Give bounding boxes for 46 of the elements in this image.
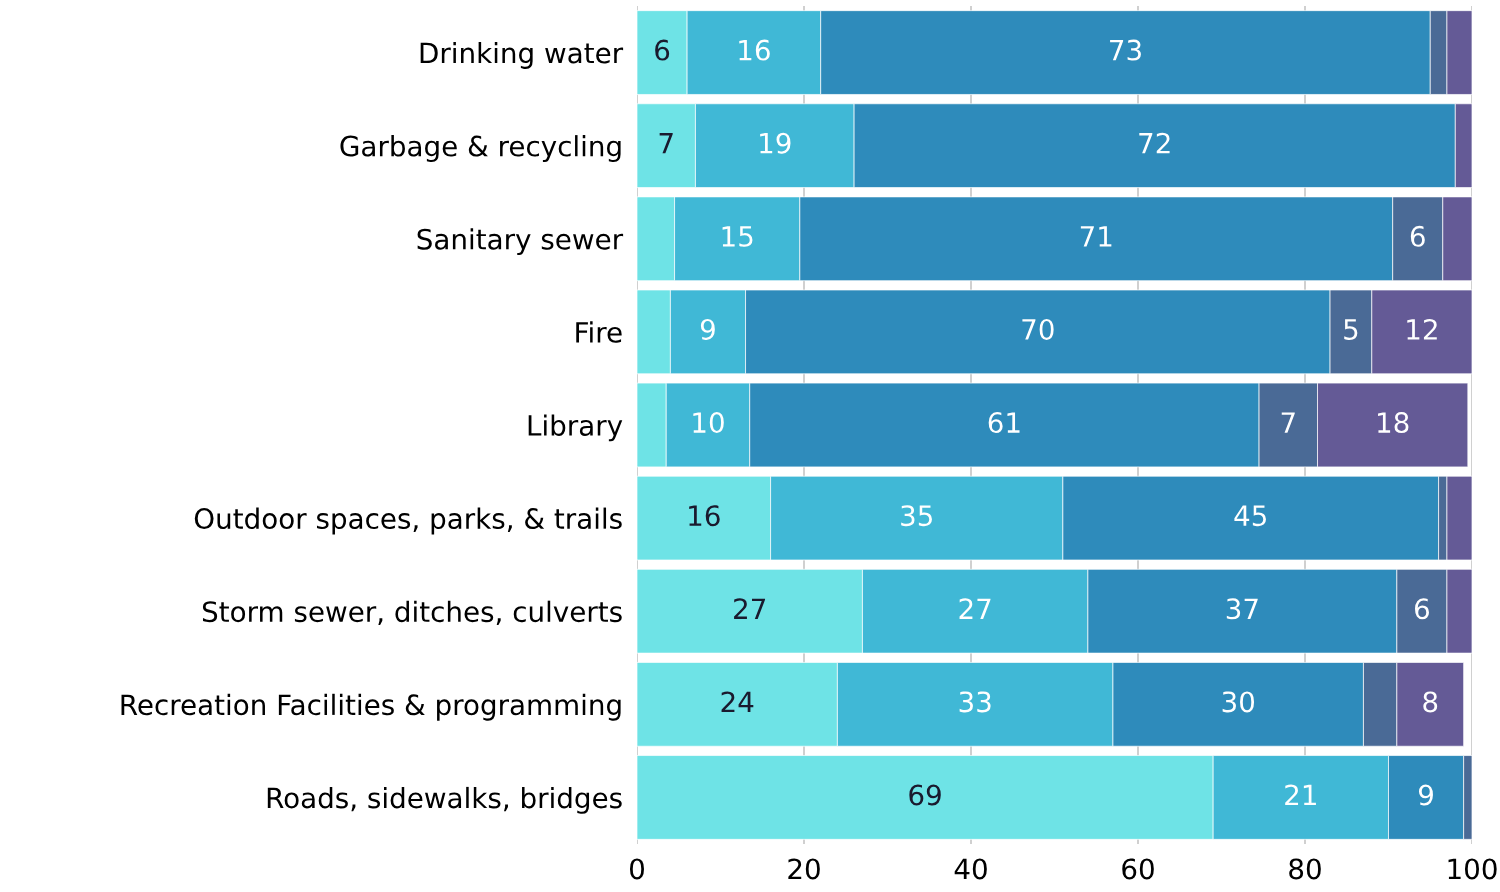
data-label: 69 [909, 784, 941, 806]
data-label: 21 [1285, 784, 1316, 806]
y-tick-label: Library [528, 414, 623, 442]
y-tick-label: Garbage & recycling [340, 135, 621, 162]
data-label: 70 [1022, 318, 1054, 340]
data-label: 10 [693, 412, 724, 434]
data-label: 27 [734, 598, 766, 619]
data-label: 15 [722, 226, 753, 247]
data-label: 6 [655, 39, 670, 61]
data-label: 24 [721, 691, 754, 712]
data-label: 30 [1222, 691, 1255, 713]
y-tick-label: Roads, sidewalks, bridges [267, 786, 622, 814]
data-label: 16 [689, 505, 720, 527]
data-label: 8 [1423, 691, 1438, 713]
data-label: 35 [901, 505, 932, 527]
data-label: 72 [1139, 132, 1170, 154]
data-label: 61 [988, 412, 1020, 434]
data-label: 7 [659, 133, 673, 154]
data-label: 71 [1080, 226, 1112, 247]
data-label: 19 [760, 132, 791, 154]
y-tick-label: Fire [576, 321, 622, 343]
x-tick-label: 100 [1448, 858, 1497, 880]
data-label: 5 [1344, 319, 1358, 340]
data-label: 33 [959, 691, 991, 713]
data-label: 9 [700, 318, 715, 340]
x-tick-label: 80 [1289, 858, 1321, 880]
data-label: 7 [1281, 412, 1295, 433]
x-tick-label: 0 [629, 858, 644, 880]
data-label: 16 [739, 39, 770, 61]
x-tick-label: 40 [954, 858, 987, 880]
data-label: 9 [1418, 784, 1433, 806]
data-label: 73 [1110, 39, 1141, 61]
data-label: 6 [1415, 598, 1429, 620]
data-label: 27 [959, 598, 991, 619]
data-label: 18 [1378, 412, 1409, 434]
y-tick-label: Drinking water [420, 42, 624, 69]
data-label: 37 [1226, 598, 1258, 620]
data-label: 12 [1407, 318, 1437, 340]
data-label: 6 [1410, 225, 1425, 247]
y-tick-label: Recreation Facilities & programming [121, 693, 621, 721]
data-label: 45 [1234, 505, 1266, 527]
y-tick-label: Outdoor spaces, parks, & trails [194, 507, 622, 535]
y-tick-label: Storm sewer, ditches, culverts [202, 600, 622, 625]
x-tick-label: 20 [788, 858, 820, 880]
y-tick-label: Sanitary sewer [417, 228, 624, 256]
x-tick-label: 60 [1122, 858, 1154, 880]
